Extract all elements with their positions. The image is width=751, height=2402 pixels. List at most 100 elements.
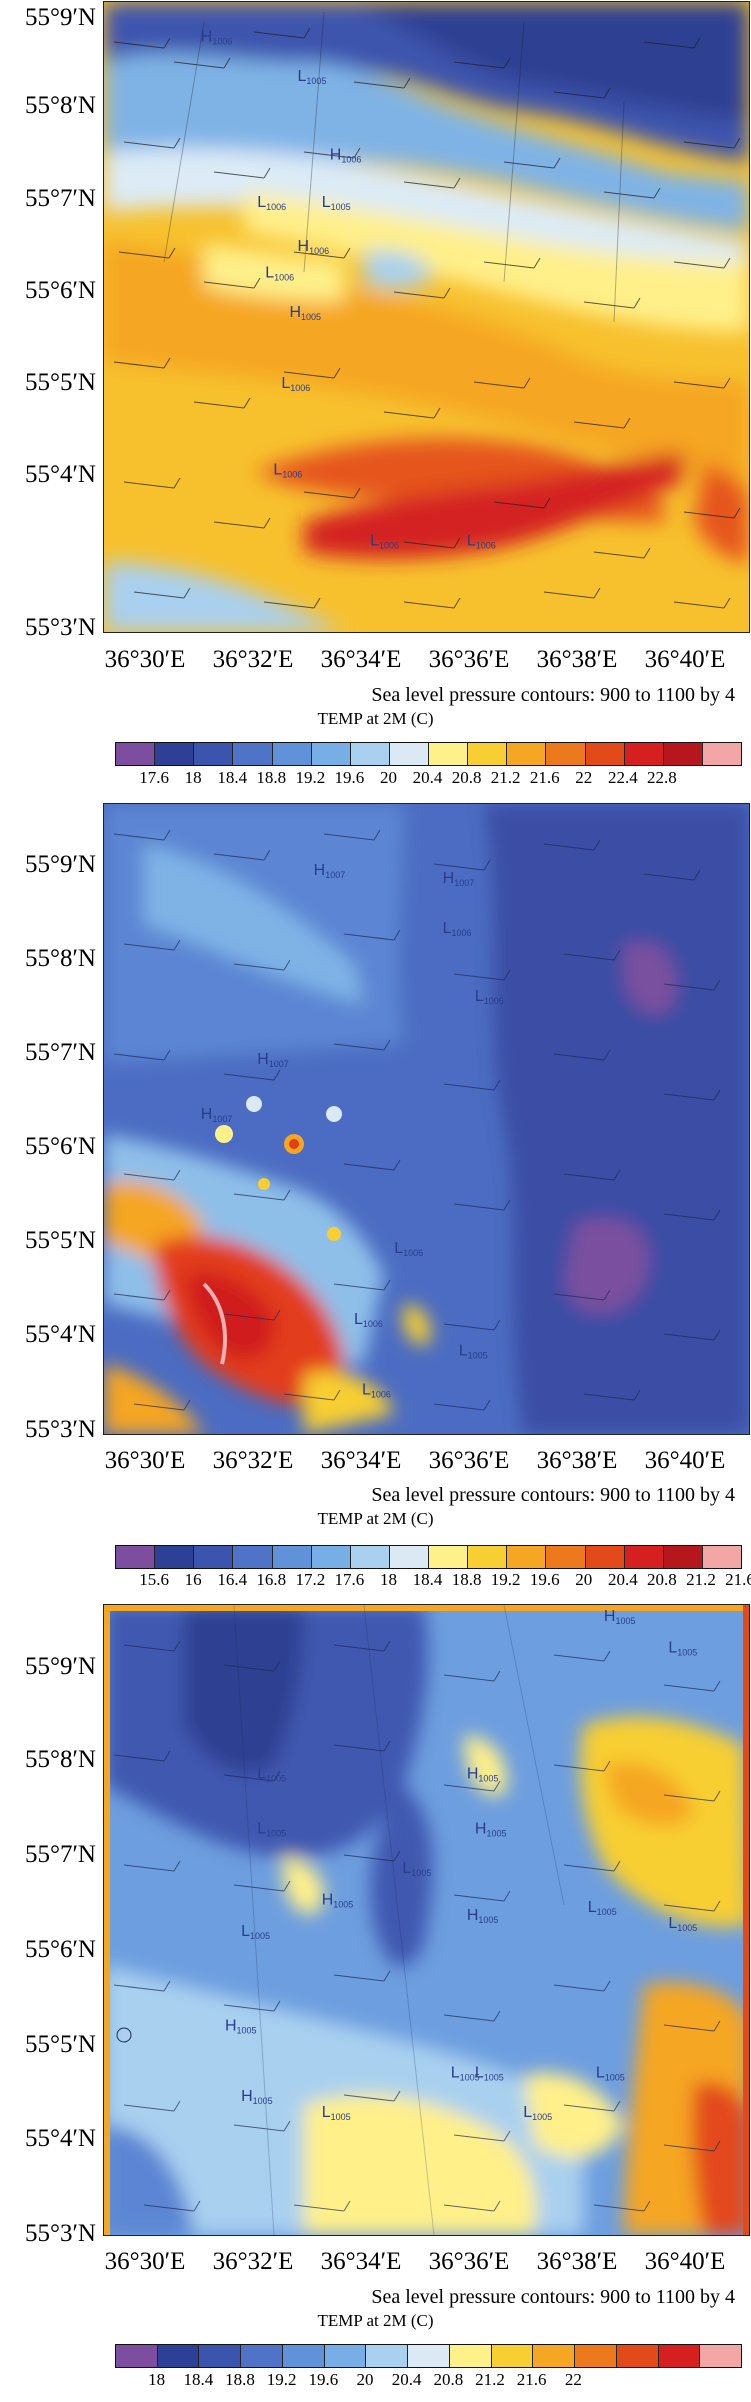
lat-label: 55°3′N [0,1417,96,1442]
colorbar-swatch [116,2345,158,2367]
temperature-map-3: H1005 L1005 H1005 L1005 H1005 L1005 L1005 H1005… [103,1604,750,2236]
lon-label: 36°36′E [409,2249,529,2274]
lat-label: 55°6′N [0,1134,96,1159]
colorbar-tick-label: 21.2 [475,2370,505,2390]
colorbar-tick-label: 18 [148,2370,165,2390]
colorbar-tick-label: 18.8 [225,2370,255,2390]
contour-subtitle: Sea level pressure contours: 900 to 1100… [371,2286,735,2308]
contour-subtitle: Sea level pressure contours: 900 to 1100… [371,1484,735,1506]
lat-label: 55°5′N [0,2032,96,2057]
colorbar-labels-3: 18 18.4 18.8 19.2 19.6 20 20.4 20.8 21.2 21.6 22 [115,2370,740,2392]
lat-label: 55°6′N [0,278,96,303]
colorbar-swatch [546,1546,585,1568]
lat-label: 55°5′N [0,370,96,395]
colorbar-tick-label: 17.2 [295,1570,325,1590]
colorbar-swatch [659,2345,701,2367]
colorbar-swatch [703,1546,741,1568]
temperature-map-1: H1006 L1005 H1006 L1006 L1005 H1006 L1006 H1005… [103,1,750,633]
colorbar-tick-label: 18.4 [183,2370,213,2390]
colorbar-swatch [366,2345,408,2367]
colorbar-swatch [586,1546,625,1568]
colorbar-tick-label: 20 [357,2370,374,2390]
colorbar-tick-label: 20.8 [452,768,482,788]
lat-label: 55°8′N [0,1747,96,1772]
colorbar-tick-label: 21.6 [725,1570,751,1590]
colorbar-swatch [390,743,429,765]
colorbar-swatch [116,743,155,765]
colorbar-title: TEMP at 2M (C) [0,2312,751,2330]
colorbar-swatch [450,2345,492,2367]
colorbar-swatch [468,1546,507,1568]
colorbar-swatch [194,1546,233,1568]
colorbar-tick-label: 19.2 [267,2370,297,2390]
lon-label: 36°34′E [301,2249,421,2274]
colorbar-swatch [429,1546,468,1568]
colorbar-swatch [273,1546,312,1568]
colorbar-title: TEMP at 2M (C) [0,1510,751,1528]
lon-label: 36°30′E [85,1448,205,1473]
colorbar-tick-label: 19.6 [335,768,365,788]
map-panel-3: H1005 L1005 H1005 L1005 H1005 L1005 L1005 H1005… [0,1600,751,2400]
lon-label: 36°32′E [193,2249,313,2274]
colorbar-swatch [507,743,546,765]
colorbar-swatch [429,743,468,765]
colorbar-tick-label: 21.2 [686,1570,716,1590]
colorbar-tick-label: 20.8 [647,1570,677,1590]
colorbar-tick-label: 22 [565,2370,582,2390]
colorbar-swatch [199,2345,241,2367]
colorbar-tick-label: 19.6 [530,1570,560,1590]
colorbar-tick-label: 18 [185,768,202,788]
colorbar-tick-label: 18.8 [256,768,286,788]
colorbar-swatch [700,2345,741,2367]
colorbar-swatch [390,1546,429,1568]
lon-label: 36°30′E [85,2249,205,2274]
colorbar-swatch [194,743,233,765]
lat-label: 55°8′N [0,93,96,118]
colorbar-tick-label: 16 [185,1570,202,1590]
colorbar-3 [115,2344,742,2368]
temperature-field-2: H1007 H1007L1006L1006H1007H1007L1006L1006… [104,804,749,1434]
temperature-map-2: H1007 H1007 L1006 L1006 H1007 H1007 L1006 L1006… [103,803,750,1435]
lat-label: 55°9′N [0,5,96,30]
colorbar-tick-label: 22.4 [608,768,638,788]
lat-label: 55°8′N [0,946,96,971]
colorbar-swatch [664,743,703,765]
colorbar-swatch [575,2345,617,2367]
lon-label: 36°34′E [301,1448,421,1473]
lon-label: 36°40′E [625,1448,745,1473]
colorbar-tick-label: 20.4 [413,768,443,788]
lat-label: 55°4′N [0,462,96,487]
map-panel-1: H1006 L1005 H1006 L1006 L1005 H1006 L1006 H1005… [0,0,751,800]
lon-label: 36°36′E [409,1448,529,1473]
colorbar-swatch [625,743,664,765]
colorbar-swatch [233,1546,272,1568]
colorbar-tick-label: 18.4 [413,1570,443,1590]
colorbar-tick-label: 19.2 [295,768,325,788]
colorbar-tick-label: 20.4 [608,1570,638,1590]
colorbar-tick-label: 18.8 [452,1570,482,1590]
colorbar-swatch [273,743,312,765]
lon-label: 36°30′E [85,647,205,672]
lat-label: 55°7′N [0,1040,96,1065]
contour-subtitle: Sea level pressure contours: 900 to 1100… [371,684,735,706]
colorbar-swatch [312,743,351,765]
colorbar-title: TEMP at 2M (C) [0,710,751,728]
lat-label: 55°3′N [0,2221,96,2246]
lat-label: 55°7′N [0,1842,96,1867]
lat-label: 55°5′N [0,1228,96,1253]
lon-label: 36°38′E [517,647,637,672]
colorbar-tick-label: 17.6 [139,768,169,788]
colorbar-swatch [155,743,194,765]
colorbar-swatch [533,2345,575,2367]
colorbar-tick-label: 21.6 [530,768,560,788]
colorbar-tick-label: 16.8 [256,1570,286,1590]
lon-label: 36°36′E [409,647,529,672]
colorbar-swatch [155,1546,194,1568]
lat-label: 55°9′N [0,1654,96,1679]
colorbar-tick-label: 19.6 [308,2370,338,2390]
colorbar-2 [115,1545,742,1569]
colorbar-tick-label: 22.8 [647,768,677,788]
lon-label: 36°40′E [625,647,745,672]
colorbar-tick-label: 15.6 [139,1570,169,1590]
